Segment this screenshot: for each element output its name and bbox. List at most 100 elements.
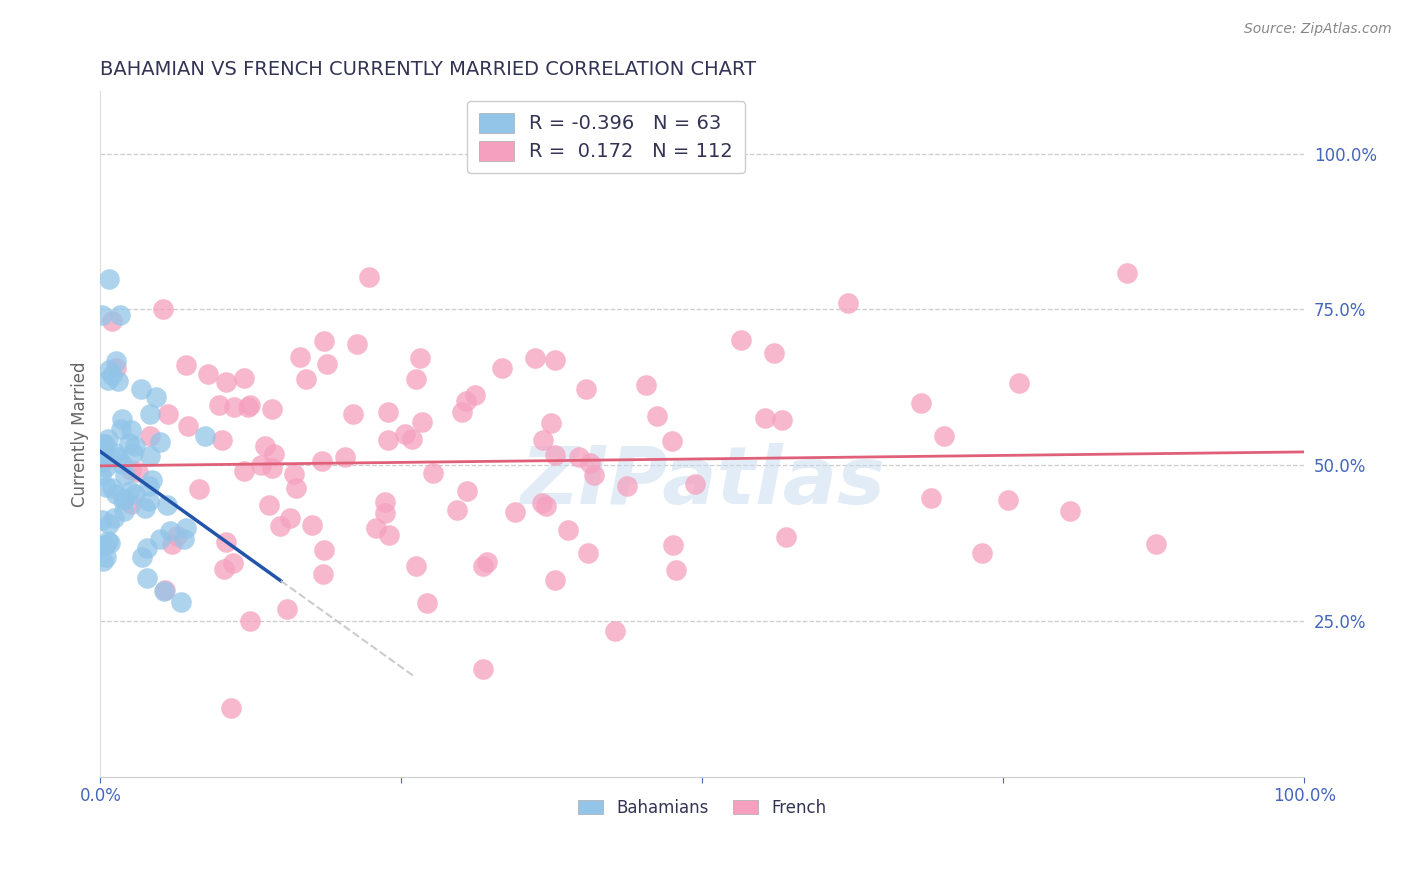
Point — [311, 454, 333, 468]
Legend: Bahamians, French: Bahamians, French — [571, 792, 834, 823]
Point — [97, 432, 120, 446]
Point — [139, 407, 162, 421]
Point — [93, 437, 115, 451]
Point — [120, 463, 142, 477]
Point — [359, 270, 381, 285]
Point — [160, 537, 183, 551]
Point — [111, 457, 134, 471]
Point — [91, 448, 114, 462]
Point — [174, 358, 197, 372]
Point — [149, 532, 172, 546]
Point — [97, 373, 120, 387]
Point — [136, 571, 159, 585]
Point — [730, 333, 752, 347]
Point — [278, 510, 301, 524]
Point — [662, 538, 685, 552]
Point — [394, 427, 416, 442]
Point — [575, 382, 598, 396]
Point — [540, 416, 562, 430]
Text: ZIPatlas: ZIPatlas — [520, 443, 884, 521]
Point — [232, 464, 254, 478]
Point — [288, 350, 311, 364]
Point — [194, 429, 217, 443]
Point — [112, 504, 135, 518]
Point — [257, 498, 280, 512]
Point — [763, 346, 786, 360]
Point — [222, 400, 245, 414]
Point — [97, 363, 120, 377]
Point — [301, 517, 323, 532]
Point — [90, 308, 112, 322]
Point — [91, 437, 114, 451]
Text: BAHAMIAN VS FRENCH CURRENTLY MARRIED CORRELATION CHART: BAHAMIAN VS FRENCH CURRENTLY MARRIED COR… — [100, 60, 756, 78]
Point — [170, 595, 193, 609]
Point — [98, 536, 121, 550]
Point — [446, 503, 468, 517]
Point — [138, 494, 160, 508]
Point — [685, 477, 707, 491]
Point — [401, 432, 423, 446]
Point — [342, 407, 364, 421]
Point — [1007, 376, 1029, 390]
Point — [568, 450, 591, 465]
Point — [156, 408, 179, 422]
Point — [114, 468, 136, 483]
Point — [276, 602, 298, 616]
Point — [249, 458, 271, 472]
Point — [112, 491, 135, 506]
Point — [100, 481, 122, 495]
Point — [122, 446, 145, 460]
Point — [491, 361, 513, 376]
Point — [105, 361, 128, 376]
Point — [377, 433, 399, 447]
Point — [294, 372, 316, 386]
Point — [156, 498, 179, 512]
Point — [262, 401, 284, 416]
Point — [910, 395, 932, 409]
Point — [107, 375, 129, 389]
Point — [104, 354, 127, 368]
Point — [754, 411, 776, 425]
Point — [139, 429, 162, 443]
Point — [665, 563, 688, 577]
Point — [111, 412, 134, 426]
Point — [636, 378, 658, 392]
Point — [312, 334, 335, 348]
Point — [934, 429, 956, 443]
Point — [107, 450, 129, 464]
Point — [346, 336, 368, 351]
Point — [215, 376, 238, 390]
Point — [314, 543, 336, 558]
Point — [138, 479, 160, 493]
Point — [503, 505, 526, 519]
Point — [159, 524, 181, 538]
Point — [411, 415, 433, 429]
Point — [524, 351, 547, 365]
Point — [374, 506, 396, 520]
Point — [173, 532, 195, 546]
Point — [91, 441, 114, 455]
Point — [187, 482, 209, 496]
Point — [174, 521, 197, 535]
Point — [208, 398, 231, 412]
Point — [451, 405, 474, 419]
Point — [124, 486, 146, 500]
Point — [153, 584, 176, 599]
Point — [166, 528, 188, 542]
Point — [221, 701, 243, 715]
Point — [134, 501, 156, 516]
Point — [1115, 266, 1137, 280]
Point — [531, 496, 554, 510]
Point — [616, 479, 638, 493]
Point — [263, 447, 285, 461]
Point — [605, 624, 627, 638]
Point — [544, 449, 567, 463]
Point — [212, 562, 235, 576]
Point — [152, 302, 174, 317]
Point — [283, 467, 305, 482]
Point — [315, 357, 337, 371]
Point — [456, 484, 478, 499]
Point — [153, 582, 176, 597]
Point — [90, 539, 112, 553]
Point — [972, 545, 994, 559]
